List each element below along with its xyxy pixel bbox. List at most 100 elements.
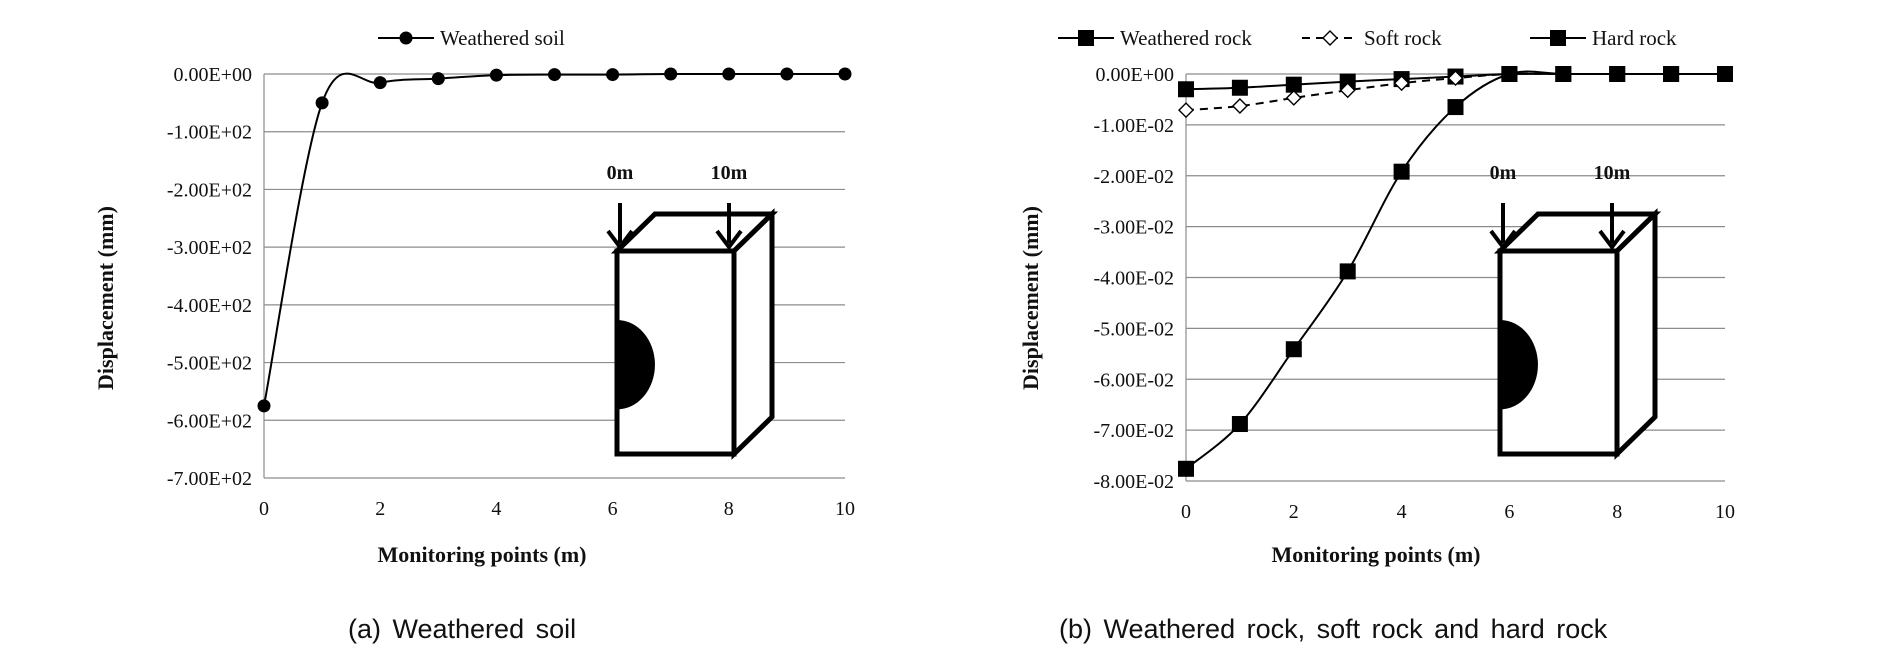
inset-arrow-0m-head xyxy=(606,229,634,251)
data-point xyxy=(373,76,387,90)
data-point xyxy=(1501,66,1518,82)
inset-arrow-0m-head xyxy=(1489,229,1517,251)
data-point xyxy=(606,68,620,82)
legend-marker xyxy=(1322,30,1338,46)
x-tick-label: 10 xyxy=(835,498,855,520)
y-tick-label: -5.00E-02 xyxy=(1093,318,1174,340)
chart-rock: 0.00E+00 -1.00E-02 -2.00E-02 -3.00E-02 -4.00… xyxy=(1018,26,1735,567)
chart-a-series xyxy=(257,67,852,413)
y-tick-label: 0.00E+00 xyxy=(1096,64,1175,86)
chart-a-x-tick-labels: 0 2 4 6 8 10 xyxy=(259,498,855,520)
y-tick-label: -8.00E-02 xyxy=(1093,471,1174,493)
data-point xyxy=(1178,81,1194,98)
y-tick-label: -3.00E+02 xyxy=(167,237,252,259)
y-tick-label: -7.00E+02 xyxy=(167,468,252,490)
data-point xyxy=(1393,163,1410,180)
chart-b-x-tick-labels: 0 2 4 6 8 10 xyxy=(1181,501,1735,523)
data-point xyxy=(1447,70,1464,87)
legend-label: Soft rock xyxy=(1364,26,1442,50)
data-point xyxy=(1231,79,1248,96)
inset-side-face xyxy=(731,208,775,460)
x-tick-label: 2 xyxy=(1289,501,1299,523)
inset-tunnel-shape xyxy=(1500,320,1538,410)
y-tick-label: 0.00E+00 xyxy=(174,64,253,86)
data-point xyxy=(1285,76,1302,93)
data-point xyxy=(1339,263,1356,280)
data-point xyxy=(1231,416,1248,433)
y-tick-label: -2.00E-02 xyxy=(1093,166,1174,188)
data-point xyxy=(664,67,678,81)
chart-a-x-axis-label: Monitoring points (m) xyxy=(378,542,587,567)
chart-weathered-soil: 0.00E+00 -1.00E+02 -2.00E+02 -3.00E+02 -4.00… xyxy=(93,26,855,567)
data-point xyxy=(1447,99,1464,116)
x-tick-label: 0 xyxy=(259,498,269,520)
y-tick-label: -7.00E-02 xyxy=(1093,420,1174,442)
legend-label: Weathered rock xyxy=(1120,26,1252,50)
legend-marker xyxy=(1550,30,1566,46)
inset-label-10m: 10m xyxy=(711,162,748,184)
inset-arrow-10m-head xyxy=(715,229,743,251)
data-point xyxy=(722,67,736,81)
legend-marker xyxy=(1078,30,1094,46)
data-point xyxy=(1285,341,1302,358)
chart-a-y-tick-labels: 0.00E+00 -1.00E+02 -2.00E+02 -3.00E+02 -4.00… xyxy=(167,64,252,490)
data-point xyxy=(489,68,503,82)
x-tick-label: 8 xyxy=(1612,501,1622,523)
data-point xyxy=(315,96,329,110)
x-tick-label: 2 xyxy=(375,498,385,520)
x-tick-label: 4 xyxy=(1397,501,1407,523)
x-tick-label: 6 xyxy=(608,498,618,520)
inset-tunnel-shape xyxy=(617,320,655,410)
y-tick-label: -5.00E+02 xyxy=(167,353,252,375)
chart-b-legend: Weathered rock Soft rock Hard rock xyxy=(1058,26,1677,50)
chart-a-y-axis-label: Displacement (mm) xyxy=(93,206,118,390)
x-tick-label: 10 xyxy=(1715,501,1735,523)
inset-side-face xyxy=(1614,208,1658,460)
y-tick-label: -1.00E-02 xyxy=(1093,115,1174,137)
x-tick-label: 6 xyxy=(1504,501,1514,523)
data-point xyxy=(257,399,271,413)
data-point xyxy=(1285,89,1302,106)
data-point xyxy=(1178,102,1194,119)
legend-label: Hard rock xyxy=(1592,26,1677,50)
data-point xyxy=(1393,75,1410,92)
y-tick-label: -4.00E-02 xyxy=(1093,268,1174,290)
x-tick-label: 0 xyxy=(1181,501,1191,523)
caption-a: (a) Weathered soil xyxy=(348,614,577,644)
chart-b-y-axis-label: Displacement (mm) xyxy=(1018,206,1043,390)
data-point xyxy=(1555,66,1572,82)
chart-b-x-axis-label: Monitoring points (m) xyxy=(1272,542,1481,567)
x-tick-label: 4 xyxy=(491,498,501,520)
y-tick-label: -6.00E+02 xyxy=(167,410,252,432)
data-point xyxy=(1609,66,1626,82)
y-tick-label: -1.00E+02 xyxy=(167,122,252,144)
y-tick-label: -6.00E-02 xyxy=(1093,369,1174,391)
y-tick-label: -2.00E+02 xyxy=(167,179,252,201)
data-point xyxy=(431,72,445,86)
data-point xyxy=(1231,98,1248,115)
chart-a-inset-diagram: 0m 10m xyxy=(606,162,779,460)
legend-label: Weathered soil xyxy=(440,26,565,50)
y-tick-label: -4.00E+02 xyxy=(167,295,252,317)
inset-label-10m: 10m xyxy=(1594,162,1631,184)
chart-a-legend: Weathered soil xyxy=(378,26,565,50)
data-point xyxy=(780,67,794,81)
chart-b-y-tick-labels: 0.00E+00 -1.00E-02 -2.00E-02 -3.00E-02 -4.00… xyxy=(1093,64,1174,493)
chart-b-inset-diagram: 0m 10m xyxy=(1489,162,1662,460)
data-point xyxy=(1339,73,1356,90)
inset-label-0m: 0m xyxy=(607,162,634,184)
data-point xyxy=(1178,460,1194,477)
x-tick-label: 8 xyxy=(724,498,734,520)
y-tick-label: -3.00E-02 xyxy=(1093,217,1174,239)
chart-a-gridlines xyxy=(263,73,845,479)
caption-b: (b) Weathered rock, soft rock and hard r… xyxy=(1059,614,1608,644)
chart-b-series xyxy=(1178,66,1733,477)
data-point xyxy=(838,67,852,81)
inset-arrow-10m-head xyxy=(1598,229,1626,251)
inset-label-0m: 0m xyxy=(1490,162,1517,184)
data-point xyxy=(1663,66,1680,82)
legend-marker xyxy=(399,31,413,45)
data-point xyxy=(548,68,561,82)
data-point xyxy=(1339,82,1356,99)
